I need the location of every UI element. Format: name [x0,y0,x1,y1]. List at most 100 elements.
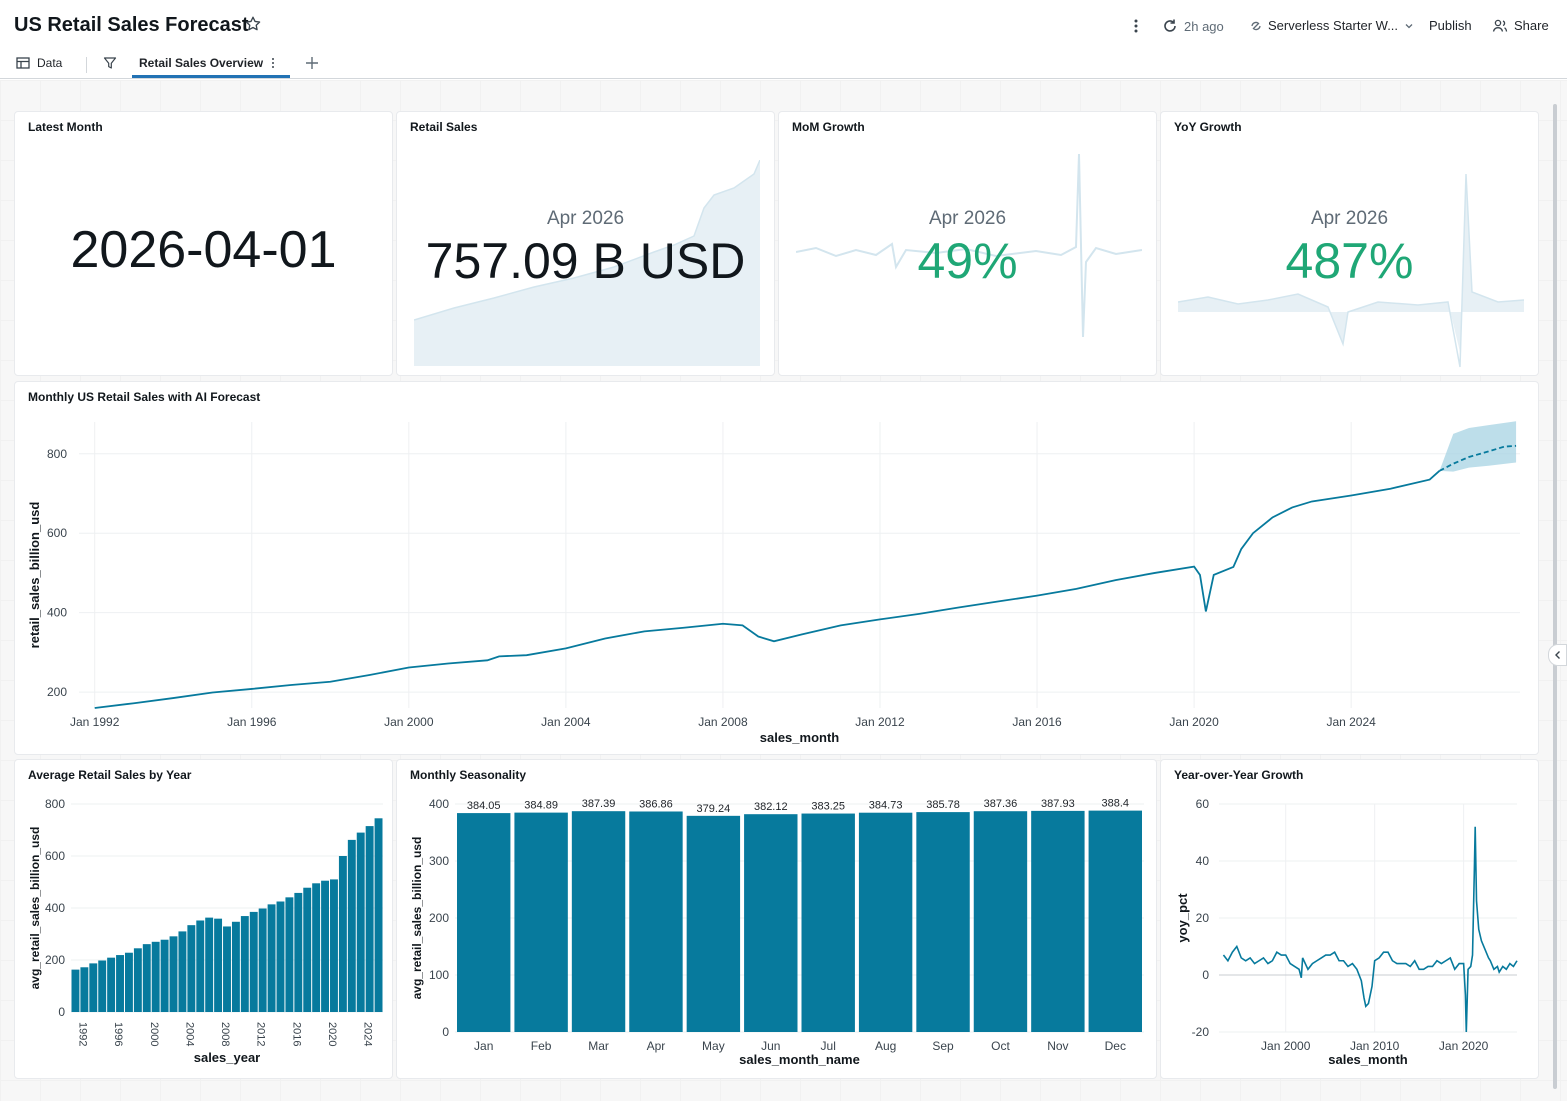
year-bar [98,960,107,1012]
year-bar [71,969,80,1012]
year-bar [338,856,347,1012]
publish-button[interactable]: Publish [1429,18,1472,33]
year-bar [223,926,231,1012]
y-tick-label: 100 [429,968,449,982]
year-bar [267,904,276,1012]
card-yoy-chart[interactable]: Year-over-Year Growth Jan 2000 Jan 2010 Ja… [1160,759,1539,1079]
year-bar [347,839,356,1012]
add-page-icon[interactable] [305,56,319,70]
forecast-line [1439,444,1517,472]
card-retail-sales[interactable]: Retail Sales Apr 2026 757.09 B USD [396,111,775,376]
y-tick-label: 600 [47,526,67,540]
seasonality-bar-chart[interactable]: 0 100 200 300 400 384.05 Jan 384.89 Feb 387.39 Mar… [397,760,1157,1079]
x-tick-label: Jan 2020 [1169,715,1219,729]
x-axis-label: sales_year [194,1050,261,1065]
year-bar [276,901,285,1012]
tab-retail-sales-overview[interactable]: Retail Sales Overview [139,56,276,70]
year-bar [303,887,312,1012]
page-tabs: Data Retail Sales Overview [0,50,1567,79]
star-icon[interactable] [244,15,262,33]
retail-sales-sparkline [414,160,760,366]
x-tick-label: Jan 2004 [541,715,591,729]
month-bar [744,814,798,1032]
card-avg-by-year[interactable]: Average Retail Sales by Year 0 200 400 600 8… [14,759,393,1079]
x-tick-label: Nov [1047,1039,1068,1053]
year-bar [124,952,133,1012]
chart-title: Average Retail Sales by Year [28,768,192,782]
chart-title: Monthly US Retail Sales with AI Forecast [28,390,261,404]
x-tick-label: Jun [761,1039,780,1053]
x-tick-label: 1992 [76,1022,88,1046]
forecast-line-chart[interactable]: Jan 1992 Jan 1996 Jan 2000 Jan 2004 Jan 2008… [15,382,1539,755]
x-axis-label: sales_month_name [739,1052,860,1067]
warehouse-icon [1251,21,1261,30]
card-title: YoY Growth [1174,120,1242,134]
x-tick-label: Jul [821,1039,836,1053]
x-tick-label: Jan [474,1039,493,1053]
card-title: Retail Sales [410,120,478,134]
filter-icon[interactable] [103,56,117,70]
x-tick-label: Sep [932,1039,954,1053]
year-bar [231,921,240,1012]
x-tick-label: 2020 [326,1022,338,1046]
kebab-menu-button[interactable] [1131,18,1141,34]
year-bar [240,916,249,1012]
forecast-confidence-band [1439,421,1517,472]
active-tab-indicator [132,75,290,78]
year-bar [169,936,178,1012]
refresh-button[interactable]: 2h ago [1162,18,1224,34]
x-tick-label: Feb [531,1039,552,1053]
year-bar [142,944,151,1012]
bar-value-label: 387.39 [582,798,616,810]
y-tick-label: 200 [429,911,449,925]
share-button[interactable]: Share [1492,18,1549,33]
bar-value-label: 384.05 [467,800,501,812]
month-bar [916,812,970,1032]
mom-growth-period: Apr 2026 [928,208,1007,229]
tab-data-label: Data [37,56,63,70]
actual-sales-line [94,470,1441,709]
x-tick-label: Jan 2008 [698,715,748,729]
card-forecast-chart[interactable]: Monthly US Retail Sales with AI Forecast… [14,381,1539,755]
bar-value-label: 387.36 [984,798,1018,810]
mom-growth-sparkline [796,153,1142,338]
x-tick-label: 2000 [148,1022,160,1046]
card-seasonality[interactable]: Monthly Seasonality 0 100 200 300 400 384.05 J… [396,759,1157,1079]
avg-by-year-bar-chart[interactable]: 0 200 400 600 800 1992 1996 2000 2004 2008 2012 201… [15,760,393,1079]
x-tick-label: 2008 [219,1022,231,1046]
y-tick-label: 0 [58,1005,65,1019]
x-tick-label: Aug [875,1039,896,1053]
bar-value-label: 387.93 [1041,798,1075,810]
retail-sales-value: 757.09 B USD [425,233,746,289]
y-axis-label: avg_retail_sales_billion_usd [28,827,42,990]
chart-title: Year-over-Year Growth [1174,768,1304,782]
card-yoy-growth[interactable]: YoY Growth Apr 2026 487% [1160,111,1539,376]
yoy-line-chart[interactable]: Jan 2000 Jan 2010 Jan 2020 -20 0 20 40 60 sales_… [1161,760,1539,1079]
tab-page-label: Retail Sales Overview [139,56,264,70]
year-bar [205,917,214,1012]
bar-value-label: 384.73 [869,800,903,812]
tab-data[interactable]: Data [16,56,62,70]
yoy-growth-value: 487% [1285,233,1414,289]
x-tick-label: 1996 [112,1022,124,1046]
y-tick-label: 800 [47,447,67,461]
vertical-scrollbar[interactable] [1553,104,1557,1089]
bar-value-label: 382.12 [754,801,788,813]
tab-kebab-icon[interactable] [270,57,276,69]
y-tick-label: 800 [45,797,65,811]
warehouse-selector[interactable]: Serverless Starter W... [1250,18,1414,33]
yoy-line [1222,826,1518,1033]
card-mom-growth[interactable]: MoM Growth Apr 2026 49% [778,111,1157,376]
warehouse-label: Serverless Starter W... [1268,18,1399,33]
y-tick-label: 400 [45,901,65,915]
x-tick-label: Mar [588,1039,609,1053]
y-tick-label: 600 [45,849,65,863]
year-bar [160,939,169,1012]
month-bar [973,811,1028,1032]
collapse-panel-button[interactable] [1548,644,1567,666]
refresh-icon [1164,19,1176,32]
card-latest-month[interactable]: Latest Month 2026-04-01 [14,111,393,376]
bar-value-label: 385.78 [926,799,960,811]
year-bar [365,826,374,1012]
x-tick-label: Jan 2000 [384,715,434,729]
